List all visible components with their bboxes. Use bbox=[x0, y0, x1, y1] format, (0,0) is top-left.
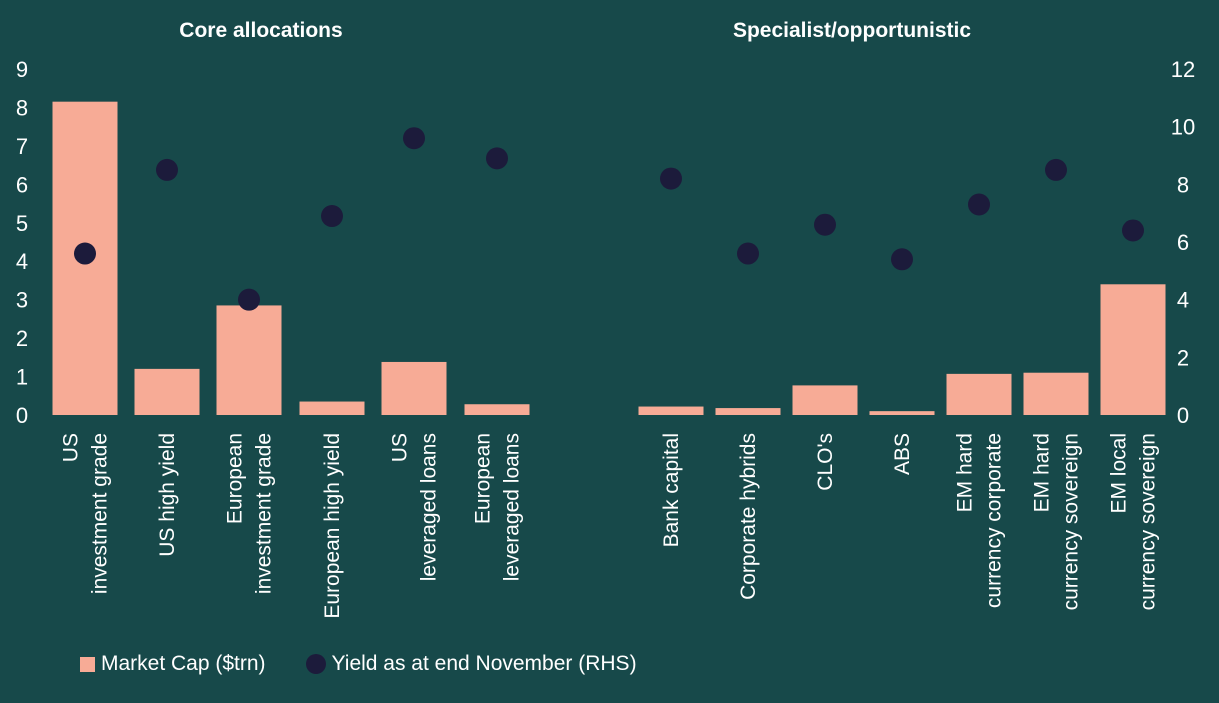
left-axis-tick-label: 1 bbox=[16, 365, 28, 390]
dot-yield bbox=[737, 242, 759, 265]
left-axis-tick-label: 2 bbox=[16, 326, 28, 351]
bar-market-cap bbox=[869, 411, 935, 415]
dot-yield bbox=[814, 213, 836, 236]
left-axis-tick-label: 9 bbox=[16, 57, 28, 82]
right-axis-tick-label: 0 bbox=[1177, 403, 1189, 428]
left-axis-tick-label: 7 bbox=[16, 134, 28, 159]
category-label: EM local currency sovereign bbox=[1108, 433, 1160, 610]
bar-market-cap bbox=[134, 368, 200, 415]
dot-yield bbox=[891, 248, 913, 271]
left-axis-tick-label: 5 bbox=[16, 211, 28, 236]
category-label-line: US bbox=[60, 433, 83, 462]
legend-bar-label: Market Cap ($trn) bbox=[101, 652, 266, 675]
right-axis-tick-label: 6 bbox=[1177, 230, 1189, 255]
dot-yield bbox=[156, 158, 178, 181]
category-label: US high yield bbox=[156, 433, 179, 557]
category-label-line: ABS bbox=[891, 433, 914, 475]
category-label: Bank capital bbox=[660, 433, 683, 547]
right-axis-tick-label: 10 bbox=[1171, 115, 1195, 140]
category-label: US leveraged loans bbox=[389, 433, 441, 581]
category-label-line: EM hard bbox=[1031, 433, 1054, 512]
bar-market-cap bbox=[946, 373, 1012, 415]
bar-market-cap bbox=[216, 305, 282, 415]
category-label: Corporate hybrids bbox=[737, 433, 760, 600]
category-label: CLO's bbox=[814, 433, 837, 491]
category-label-line: CLO's bbox=[814, 433, 837, 491]
category-label: European investment grade bbox=[224, 433, 276, 594]
left-axis-tick-label: 6 bbox=[16, 172, 28, 197]
right-axis-tick-label: 2 bbox=[1177, 345, 1189, 370]
right-axis-tick-label: 8 bbox=[1177, 172, 1189, 197]
category-label-line: European bbox=[224, 433, 247, 524]
dot-yield bbox=[1045, 158, 1067, 181]
category-label-line: leveraged loans bbox=[501, 433, 524, 581]
bar-market-cap bbox=[299, 401, 365, 415]
bar-market-cap bbox=[1023, 372, 1089, 415]
category-label-line: EM hard bbox=[954, 433, 977, 512]
category-label-line: currency corporate bbox=[983, 433, 1006, 608]
bar-market-cap bbox=[381, 361, 447, 415]
right-axis-tick-label: 4 bbox=[1177, 288, 1189, 313]
category-label: European leveraged loans bbox=[472, 433, 524, 581]
category-label-line: currency sovereign bbox=[1137, 433, 1160, 610]
left-axis-tick-label: 4 bbox=[16, 249, 28, 274]
category-label: ABS bbox=[891, 433, 914, 475]
left-axis-tick-label: 0 bbox=[16, 403, 28, 428]
category-label-line: Corporate hybrids bbox=[737, 433, 760, 600]
group-title: Core allocations bbox=[179, 19, 342, 42]
category-label-line: leveraged loans bbox=[418, 433, 441, 581]
category-label-line: investment grade bbox=[89, 433, 112, 594]
legend-dot-label: Yield as at end November (RHS) bbox=[331, 652, 637, 675]
bar-market-cap bbox=[715, 408, 781, 415]
category-label-line: EM local bbox=[1108, 433, 1131, 514]
category-label: European high yield bbox=[321, 433, 344, 619]
category-label: US investment grade bbox=[60, 433, 112, 594]
category-label-line: US bbox=[389, 433, 412, 462]
dot-yield bbox=[1122, 219, 1144, 242]
category-label-line: European bbox=[472, 433, 495, 524]
group-title: Specialist/opportunistic bbox=[733, 19, 971, 42]
dot-yield bbox=[321, 205, 343, 228]
dot-yield bbox=[74, 242, 96, 265]
bar-market-cap bbox=[464, 404, 530, 415]
dot-yield bbox=[486, 147, 508, 170]
right-axis-tick-label: 12 bbox=[1171, 57, 1195, 82]
category-label: EM hard currency sovereign bbox=[1031, 433, 1083, 610]
left-axis-tick-label: 8 bbox=[16, 95, 28, 120]
legend-item-market-cap: Market Cap ($trn) bbox=[80, 652, 266, 676]
legend: Market Cap ($trn) Yield as at end Novemb… bbox=[80, 652, 637, 676]
bar-market-cap bbox=[1100, 284, 1166, 415]
bar-market-cap bbox=[638, 406, 704, 415]
dot-yield bbox=[968, 193, 990, 216]
bar-market-cap bbox=[792, 385, 858, 415]
category-label-line: European high yield bbox=[321, 433, 344, 619]
dot-yield bbox=[403, 127, 425, 150]
category-label-line: investment grade bbox=[253, 433, 276, 594]
category-label-line: currency sovereign bbox=[1060, 433, 1083, 610]
dot-yield bbox=[238, 288, 260, 311]
category-label-line: US high yield bbox=[156, 433, 179, 557]
legend-item-yield: Yield as at end November (RHS) bbox=[305, 652, 637, 676]
category-label-line: Bank capital bbox=[660, 433, 683, 547]
legend-bar-swatch bbox=[80, 656, 95, 672]
left-axis-tick-label: 3 bbox=[16, 288, 28, 313]
category-label: EM hard currency corporate bbox=[954, 433, 1006, 608]
legend-dot-swatch bbox=[305, 654, 326, 674]
dot-yield bbox=[660, 167, 682, 190]
